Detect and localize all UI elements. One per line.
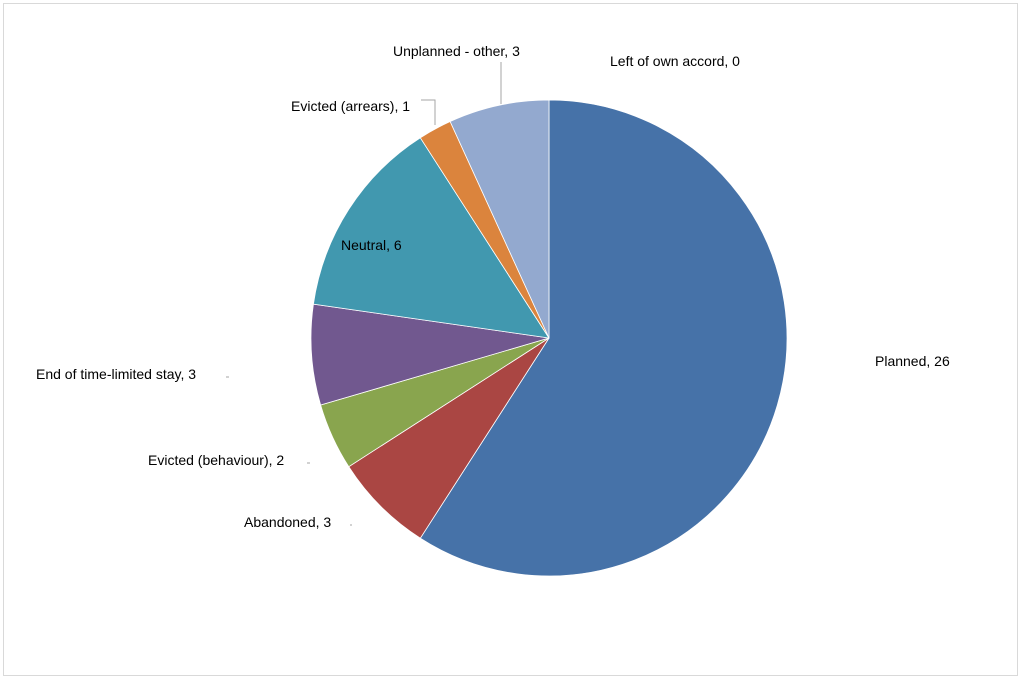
data-label-left-of-own-accord: Left of own accord, 0 — [610, 53, 740, 69]
leader-lines — [226, 62, 502, 526]
pie-slice-neutral — [312, 137, 550, 339]
data-label-planned: Planned, 26 — [875, 353, 950, 369]
data-label-end-of-time-limited-stay: End of time-limited stay, 3 — [36, 366, 196, 382]
data-labels: Planned, 26 Abandoned, 3 Evicted (behavi… — [36, 43, 950, 530]
chart-area: Planned, 26 Abandoned, 3 Evicted (behavi… — [3, 3, 1018, 676]
data-label-abandoned: Abandoned, 3 — [244, 514, 331, 530]
data-label-neutral: Neutral, 6 — [341, 237, 402, 253]
data-label-evicted-arrears: Evicted (arrears), 1 — [291, 98, 410, 114]
leader-line-evicted-arrears — [421, 99, 436, 125]
pie-chart: Planned, 26 Abandoned, 3 Evicted (behavi… — [36, 43, 950, 577]
data-label-unplanned-other: Unplanned - other, 3 — [393, 43, 520, 59]
pie-slices — [310, 99, 788, 577]
pie-slice-unplanned-other — [449, 99, 550, 339]
pie-slice-planned — [419, 99, 788, 577]
data-label-evicted-behaviour: Evicted (behaviour), 2 — [148, 452, 284, 468]
